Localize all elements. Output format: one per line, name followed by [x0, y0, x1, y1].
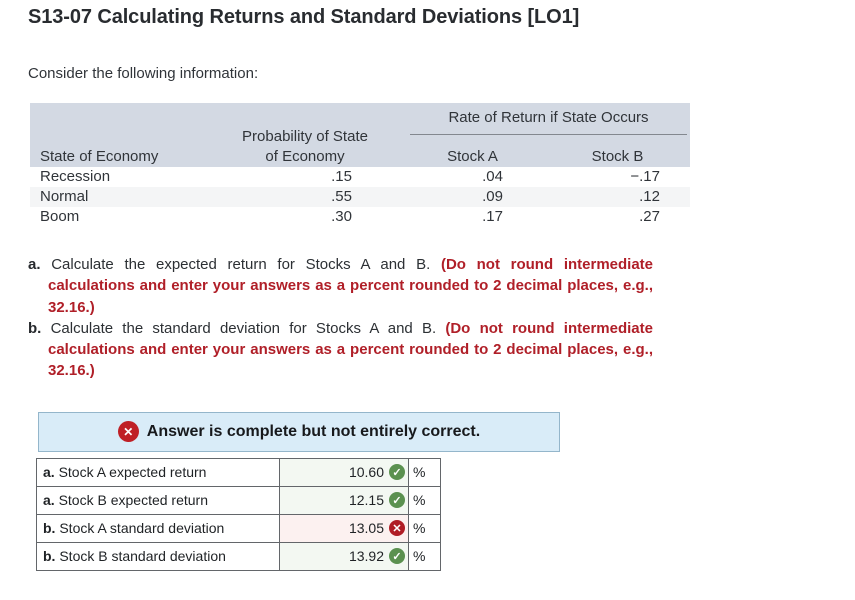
- x-circle-icon: ✕: [389, 520, 405, 537]
- stock-a-cell: .09: [482, 188, 503, 205]
- state-cell: Recession: [40, 168, 111, 185]
- feedback-message: Answer is complete but not entirely corr…: [146, 422, 481, 440]
- answer-value: 13.92: [348, 548, 384, 565]
- stock-a-cell: .17: [482, 208, 503, 225]
- table-row-boom: Boom .30 .17 .27: [30, 207, 690, 227]
- answer-value-cell: 13.92 ✓: [279, 541, 409, 571]
- answer-value-cell: 10.60 ✓: [279, 457, 409, 487]
- answer-row-label: Stock A standard deviation: [59, 520, 225, 537]
- question-b-instruction: (Do not round intermediate calculations …: [48, 319, 653, 380]
- state-cell: Boom: [40, 208, 80, 225]
- answer-value: 10.60: [348, 464, 384, 481]
- unit-cell: %: [408, 541, 441, 571]
- answer-row-prefix: a.: [43, 492, 55, 509]
- intro-text: Consider the following information:: [28, 65, 259, 82]
- table-row-normal: Normal .55 .09 .12: [30, 187, 690, 207]
- question-list: a. Calculate the expected return for Sto…: [28, 254, 653, 382]
- stock-b-cell: −.17: [630, 168, 660, 185]
- stock-a-header: Stock A: [447, 148, 498, 165]
- question-a-label: a.: [28, 256, 41, 273]
- error-circle-icon: ✕: [117, 421, 139, 443]
- info-table-header: Rate of Return if State Occurs Probabili…: [30, 103, 690, 167]
- answer-row: b. Stock B standard deviation 13.92 ✓ %: [36, 541, 441, 571]
- group-header-rule: [410, 134, 687, 135]
- answer-value-cell: 13.05 ✕: [279, 513, 409, 543]
- answer-row-label: Stock A expected return: [58, 464, 207, 481]
- state-cell: Normal: [40, 188, 89, 205]
- question-a: a. Calculate the expected return for Sto…: [28, 254, 653, 318]
- unit-cell: %: [408, 457, 441, 487]
- unit-cell: %: [408, 485, 441, 515]
- unit-cell: %: [408, 513, 441, 543]
- answer-value: 12.15: [348, 492, 384, 509]
- probability-cell: .55: [331, 188, 352, 205]
- feedback-banner: ✕ Answer is complete but not entirely co…: [38, 411, 560, 452]
- answer-row: a. Stock B expected return 12.15 ✓ %: [36, 485, 441, 515]
- check-circle-icon: ✓: [389, 464, 405, 481]
- check-circle-icon: ✓: [389, 548, 405, 565]
- answer-row-prefix: b.: [43, 548, 56, 565]
- question-b: b. Calculate the standard deviation for …: [28, 318, 653, 382]
- probability-cell: .15: [331, 168, 352, 185]
- answer-table: a. Stock A expected return 10.60 ✓ % a. S…: [36, 457, 441, 571]
- check-circle-icon: ✓: [389, 492, 405, 509]
- answer-row-prefix: a.: [43, 464, 55, 481]
- answer-row-prefix: b.: [43, 520, 56, 537]
- question-b-label: b.: [28, 319, 42, 337]
- question-a-instruction: (Do not round intermediate calculations …: [48, 256, 654, 316]
- answer-row-label: Stock B standard deviation: [59, 548, 226, 565]
- question-b-text: Calculate the standard deviation for Sto…: [50, 319, 437, 337]
- probability-cell: .30: [331, 208, 352, 225]
- probability-header-line2: of Economy: [265, 148, 345, 165]
- group-header-rate-of-return: Rate of Return if State Occurs: [448, 109, 649, 126]
- answer-row: b. Stock A standard deviation 13.05 ✕ %: [36, 513, 441, 543]
- answer-value-cell: 12.15 ✓: [279, 485, 409, 515]
- stock-b-cell: .27: [639, 208, 660, 225]
- state-of-economy-header: State of Economy: [40, 148, 159, 165]
- answer-row: a. Stock A expected return 10.60 ✓ %: [36, 457, 441, 487]
- stock-b-cell: .12: [639, 188, 660, 205]
- table-row-recession: Recession .15 .04 −.17: [30, 167, 690, 187]
- stock-b-header: Stock B: [591, 148, 644, 165]
- question-a-text: Calculate the expected return for Stocks…: [51, 256, 431, 273]
- probability-header-line1: Probability of State: [242, 128, 368, 145]
- info-table: Rate of Return if State Occurs Probabili…: [30, 103, 690, 227]
- answer-row-label: Stock B expected return: [58, 492, 208, 509]
- stock-a-cell: .04: [482, 168, 503, 185]
- page-title: S13-07 Calculating Returns and Standard …: [28, 6, 580, 28]
- answer-value: 13.05: [348, 520, 384, 537]
